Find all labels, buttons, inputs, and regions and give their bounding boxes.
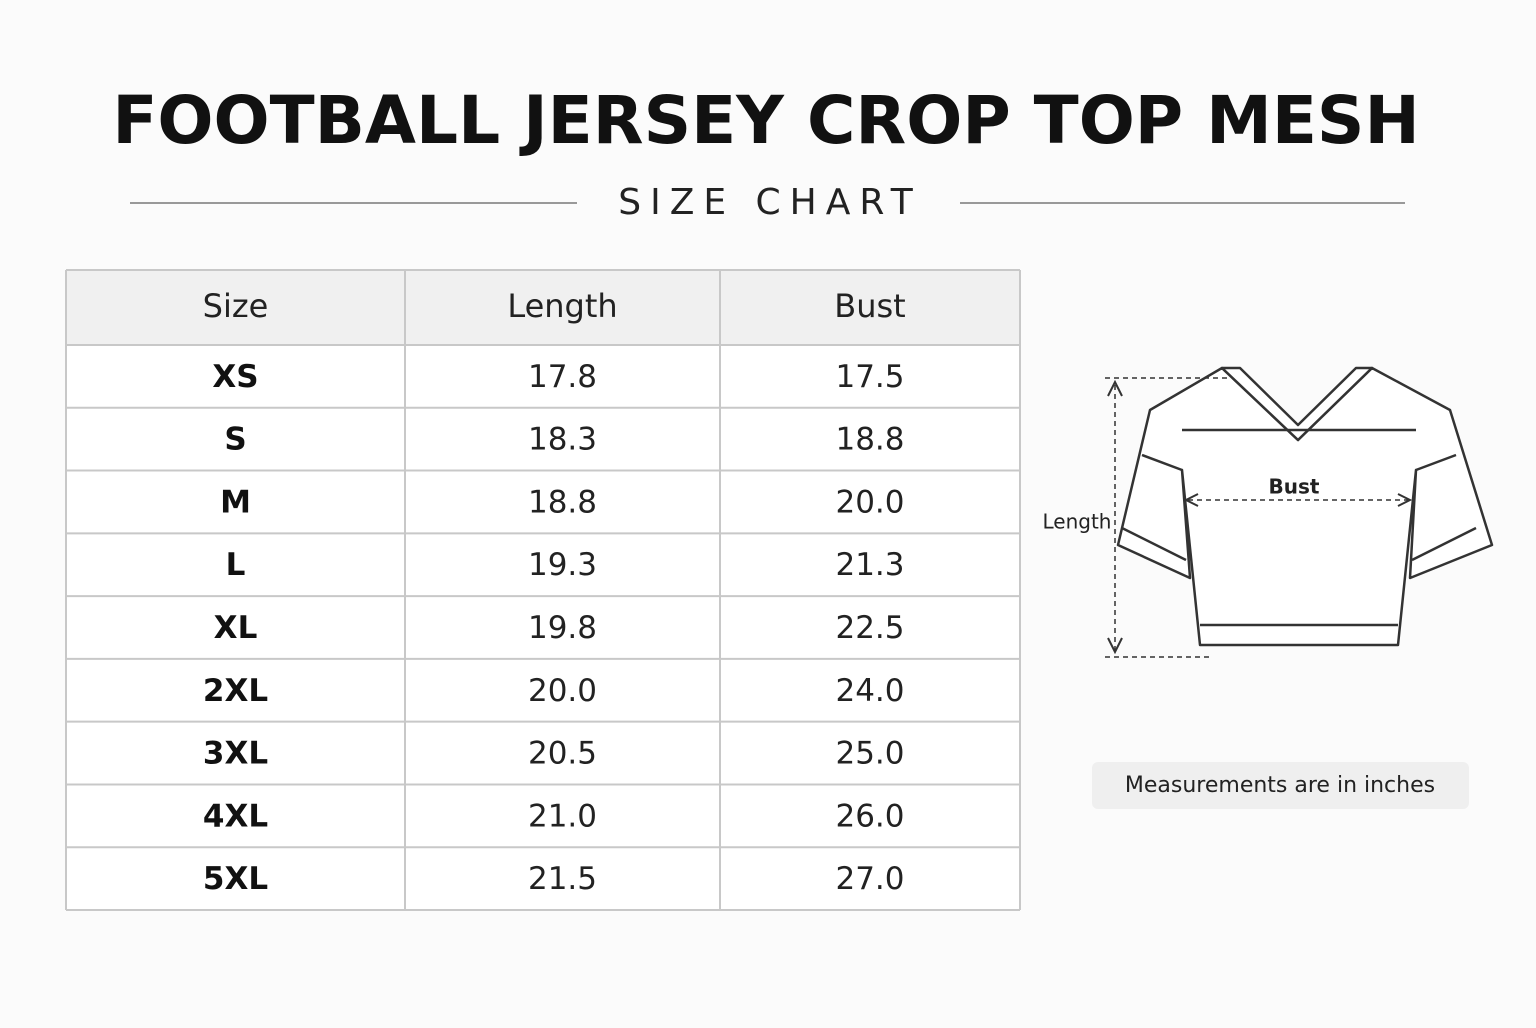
size-cell: 4XL bbox=[203, 798, 268, 834]
measure-cell: 20.0 bbox=[528, 673, 597, 709]
note: Measurements are in inches bbox=[1125, 773, 1435, 798]
measure-cell: 27.0 bbox=[835, 861, 904, 897]
measure-cell: 19.8 bbox=[528, 610, 597, 646]
measure-cell: 17.8 bbox=[528, 359, 597, 395]
measure-cell: 18.8 bbox=[528, 484, 597, 520]
arrow-heads bbox=[1183, 493, 1413, 507]
measure-cell: 20.5 bbox=[528, 736, 597, 772]
header-row bbox=[66, 270, 1020, 345]
column-header: Bust bbox=[834, 287, 905, 325]
subtitle: SIZE CHART bbox=[618, 182, 922, 223]
seams bbox=[1121, 428, 1477, 627]
measure-cell: 24.0 bbox=[835, 673, 904, 709]
size-table: Size Length Bust XS 17.8 17.5 S 18.3 18.8 M 18.8 20… bbox=[65, 269, 1021, 911]
length-label: Length bbox=[1043, 510, 1112, 534]
size-cell: M bbox=[220, 484, 251, 520]
measure-cell: 21.5 bbox=[528, 861, 597, 897]
jersey-diagram: Length Bust bbox=[1043, 366, 1494, 658]
measure-cell: 20.0 bbox=[835, 484, 904, 520]
measure-cell: 18.8 bbox=[835, 422, 904, 458]
column-header: Length bbox=[507, 287, 617, 325]
size-cell: XS bbox=[212, 359, 258, 395]
measure-cell: 21.0 bbox=[528, 798, 597, 834]
size-cell: S bbox=[224, 422, 246, 458]
column-header: Size bbox=[203, 287, 269, 325]
size-cell: 3XL bbox=[203, 736, 268, 772]
measure-cell: 19.3 bbox=[528, 547, 597, 583]
measure-cell: 26.0 bbox=[835, 798, 904, 834]
measure-cell: 25.0 bbox=[835, 736, 904, 772]
size-cell: 5XL bbox=[203, 861, 268, 897]
size-cell: 2XL bbox=[203, 673, 268, 709]
measure-cell: 21.3 bbox=[835, 547, 904, 583]
size-cell: XL bbox=[214, 610, 258, 646]
note-box bbox=[1092, 762, 1469, 809]
collar bbox=[1220, 366, 1374, 442]
bust-label: Bust bbox=[1269, 475, 1320, 499]
size-cell: L bbox=[226, 547, 246, 583]
arrow-heads bbox=[1107, 379, 1123, 655]
measure-cell: 17.5 bbox=[835, 359, 904, 395]
jersey-outline bbox=[1116, 366, 1494, 647]
title: FOOTBALL JERSEY CROP TOP MESH bbox=[112, 82, 1419, 159]
measure-cell: 18.3 bbox=[528, 422, 597, 458]
table-body bbox=[66, 345, 1020, 910]
measure-cell: 22.5 bbox=[835, 610, 904, 646]
